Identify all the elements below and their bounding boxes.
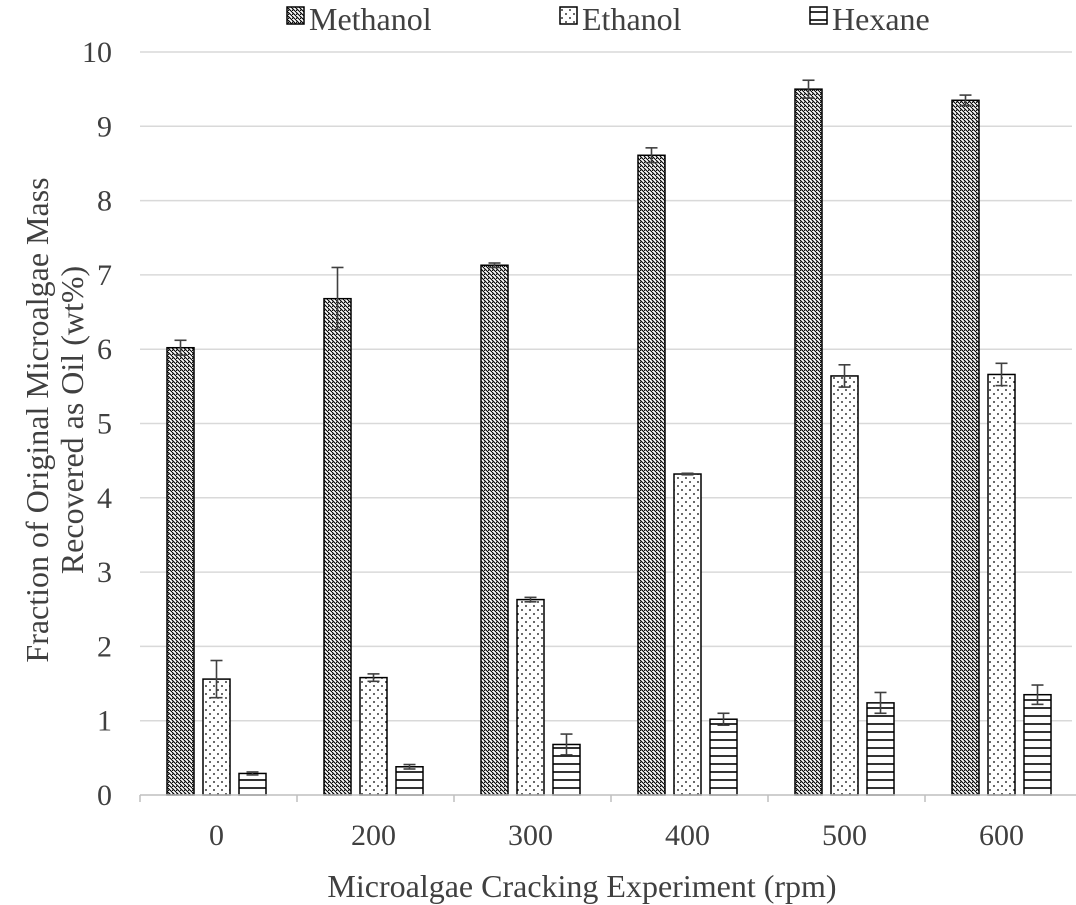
gridlines <box>140 52 1072 721</box>
y-axis-title-line-2: Recovered as Oil (wt%) <box>54 266 90 574</box>
bar-hexane-600 <box>1024 695 1051 795</box>
y-tick-label: 4 <box>97 482 112 515</box>
x-axis-title: Microalgae Cracking Experiment (rpm) <box>327 868 836 904</box>
axes <box>140 795 1076 802</box>
x-tick-label: 400 <box>665 819 710 852</box>
bar-ethanol-200 <box>360 678 387 795</box>
bar-hexane-400 <box>710 719 737 795</box>
legend-item-methanol: Methanol <box>287 1 432 37</box>
error-bar-ethanol-400 <box>682 473 694 474</box>
y-tick-label: 1 <box>97 705 112 738</box>
y-tick-label: 0 <box>97 779 112 812</box>
y-axis-title: Fraction of Original Microalgae Mass Rec… <box>19 177 90 662</box>
x-tick-label: 600 <box>979 819 1024 852</box>
legend-label: Ethanol <box>582 1 682 37</box>
x-tick-label: 0 <box>209 819 224 852</box>
bar-hexane-500 <box>867 703 894 795</box>
x-tick-labels: 0 200 300 400 500 600 <box>209 819 1024 852</box>
bar-ethanol-500 <box>831 376 858 795</box>
bar-methanol-400 <box>638 155 665 795</box>
legend-swatch <box>810 7 827 24</box>
bar-hexane-200 <box>396 767 423 795</box>
y-tick-label: 10 <box>82 36 112 69</box>
x-tick-label: 500 <box>822 819 867 852</box>
legend: Methanol Ethanol Hexane <box>287 1 930 37</box>
bar-methanol-300 <box>481 265 508 795</box>
legend-item-ethanol: Ethanol <box>560 1 682 37</box>
bar-methanol-500 <box>795 89 822 795</box>
bar-methanol-600 <box>952 100 979 795</box>
bar-ethanol-400 <box>674 474 701 795</box>
bars <box>167 89 1051 795</box>
legend-swatch <box>287 7 304 24</box>
y-tick-label: 2 <box>97 630 112 663</box>
x-tick-label: 200 <box>351 819 396 852</box>
bar-methanol-200 <box>324 299 351 795</box>
y-tick-label: 7 <box>97 259 112 292</box>
legend-item-hexane: Hexane <box>810 1 930 37</box>
y-tick-label: 3 <box>97 556 112 589</box>
legend-label: Methanol <box>309 1 432 37</box>
bar-ethanol-300 <box>517 600 544 795</box>
legend-swatch <box>560 7 577 24</box>
y-axis-title-line-1: Fraction of Original Microalgae Mass <box>19 177 55 662</box>
x-tick-label: 300 <box>508 819 553 852</box>
bar-hexane-0 <box>239 773 266 795</box>
y-tick-label: 5 <box>97 408 112 441</box>
error-bars <box>175 80 1044 775</box>
bar-methanol-0 <box>167 348 194 795</box>
y-tick-label: 8 <box>97 185 112 218</box>
legend-label: Hexane <box>832 1 930 37</box>
y-tick-label: 6 <box>97 333 112 366</box>
bar-ethanol-600 <box>988 374 1015 795</box>
y-tick-label: 9 <box>97 110 112 143</box>
